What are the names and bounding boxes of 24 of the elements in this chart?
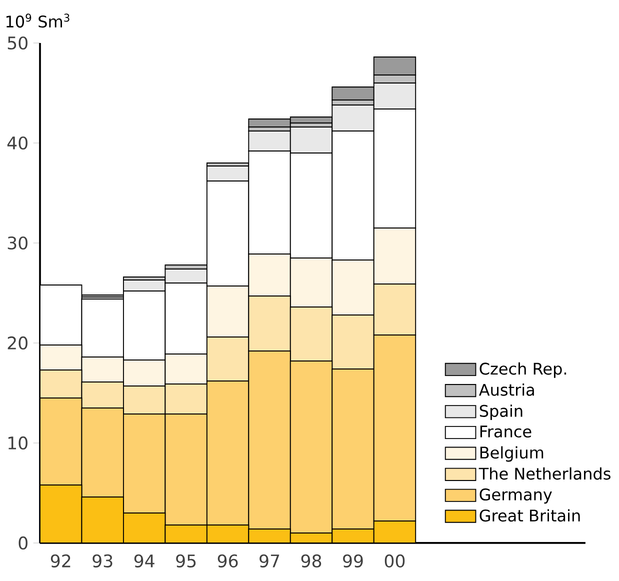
legend-label: The Netherlands xyxy=(478,467,610,480)
y-tick-label: 0 xyxy=(18,536,28,550)
x-tick-label: 96 xyxy=(218,554,238,568)
legend-label: Czech Rep. xyxy=(480,362,566,378)
legend-label: Spain xyxy=(480,404,522,420)
legend-label: Great Britain xyxy=(480,509,580,522)
x-tick-label: 95 xyxy=(176,554,196,568)
x-tick-label: 92 xyxy=(50,554,70,568)
legend-label: Austria xyxy=(478,383,534,396)
y-tick-label: 30 xyxy=(8,236,28,250)
x-tick-label: 93 xyxy=(92,554,112,568)
x-tick-label: 98 xyxy=(301,554,322,568)
legend-label: Belgium xyxy=(480,446,544,462)
x-tick-label: 00 xyxy=(384,554,405,568)
y-tick-label: 10 xyxy=(8,436,28,450)
x-tick-label: 99 xyxy=(343,554,363,568)
y-tick-label: 20 xyxy=(8,336,28,350)
x-tick-label: 94 xyxy=(134,554,154,568)
y-axis-title: 10$^{9}$ Sm$^{3}$ xyxy=(6,14,70,28)
legend-label: France xyxy=(480,426,532,438)
legend-label: Germany xyxy=(480,488,552,504)
y-tick-label: 40 xyxy=(7,136,28,150)
x-tick-label: 97 xyxy=(260,554,280,568)
y-tick-label: 50 xyxy=(8,36,28,50)
